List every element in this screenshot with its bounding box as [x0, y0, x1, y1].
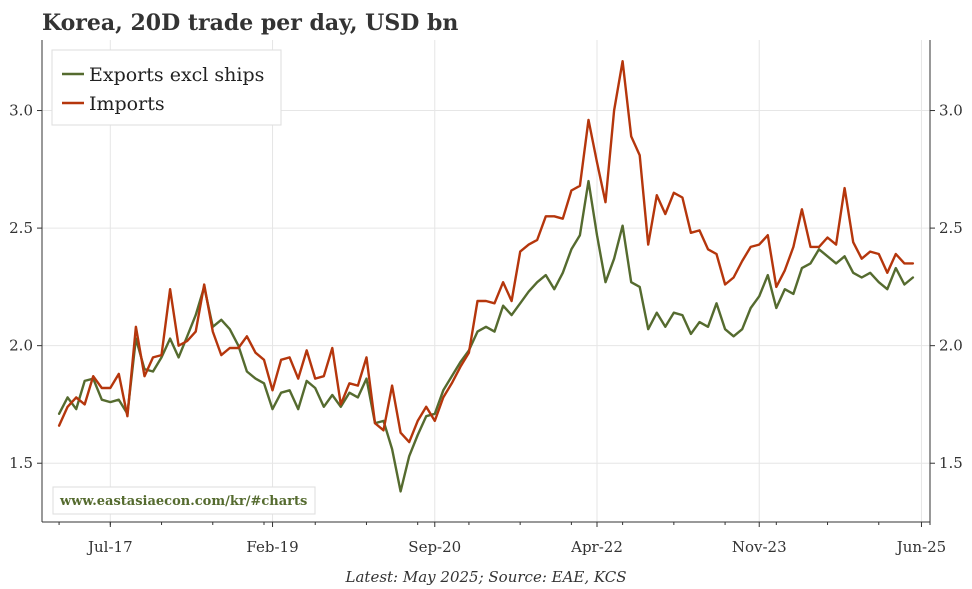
axes: 1.5 1.5 2.0 2.0 2.5 2.5 3.0 3.0 Jul-17 Feb-19 Sep-…: [9, 40, 963, 556]
chart-title: Korea, 20D trade per day, USD bn: [42, 10, 458, 36]
legend-label: Exports excl ships: [89, 64, 264, 86]
y-tick-label-right: 3.0: [939, 102, 963, 120]
y-tick-label-right: 1.5: [939, 454, 963, 472]
legend-label: Imports: [89, 93, 165, 115]
x-tick-label: Nov-23: [732, 538, 787, 556]
series-layer: [57, 60, 915, 493]
x-tick-label: Feb-19: [246, 538, 298, 556]
x-tick-label: Jul-17: [86, 538, 133, 556]
x-tick-label: Jun-25: [895, 538, 947, 556]
y-tick-label-left: 2.0: [9, 337, 33, 355]
watermark: www.eastasiaecon.com/kr/#charts: [52, 486, 316, 515]
legend-box: [51, 49, 282, 126]
watermark-box: [52, 486, 316, 515]
source-note: Latest: May 2025; Source: EAE, KCS: [345, 568, 627, 586]
y-tick-label-left: 2.5: [9, 219, 33, 237]
series-line-imports: [57, 60, 915, 444]
y-tick-label-right: 2.0: [939, 337, 963, 355]
y-tick-label-right: 2.5: [939, 219, 963, 237]
legend: Exports excl ships Imports: [51, 49, 282, 126]
y-tick-label-left: 3.0: [9, 102, 33, 120]
watermark-url: www.eastasiaecon.com/kr/#charts: [59, 494, 307, 509]
y-tick-label-left: 1.5: [9, 454, 33, 472]
x-tick-label: Apr-22: [570, 538, 623, 556]
x-tick-label: Sep-20: [408, 538, 461, 556]
